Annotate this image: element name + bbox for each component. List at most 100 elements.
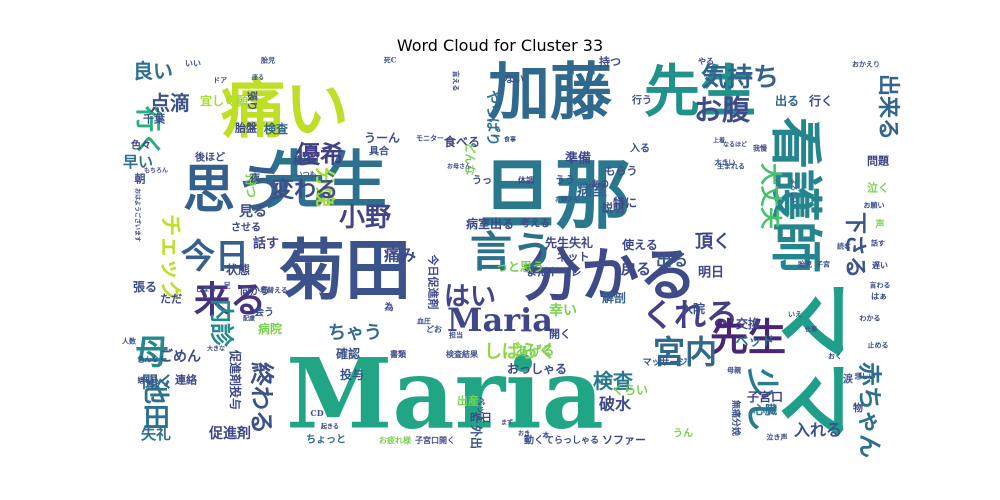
word: 説明 bbox=[602, 201, 624, 215]
word: もらう bbox=[605, 165, 638, 178]
word: まだ bbox=[526, 266, 548, 279]
word: 人数 bbox=[122, 337, 137, 346]
word: しまう bbox=[196, 285, 217, 294]
word: 入院 bbox=[681, 301, 705, 316]
word: 持つ bbox=[599, 55, 621, 69]
word: 宜しく願う bbox=[200, 93, 260, 108]
word: 病室出る bbox=[466, 216, 514, 231]
word: 食べる bbox=[443, 134, 480, 149]
word: 分娩 bbox=[313, 167, 337, 207]
word: 入る bbox=[630, 143, 650, 155]
word: ネット bbox=[557, 251, 590, 264]
word: 明日 bbox=[698, 266, 724, 281]
word: 配慮 bbox=[243, 315, 255, 323]
word: 色んな bbox=[138, 355, 159, 364]
word: お母さん bbox=[447, 163, 471, 171]
word: 動く bbox=[524, 434, 544, 447]
word: 声 bbox=[874, 218, 884, 230]
word: 思う bbox=[183, 160, 287, 221]
word: ごめん bbox=[159, 348, 201, 365]
word: 言わる bbox=[870, 281, 891, 290]
word: 持つ bbox=[244, 174, 259, 198]
word: うーん bbox=[364, 131, 400, 145]
word: どお bbox=[426, 324, 442, 334]
word: ソファー bbox=[602, 434, 646, 447]
word: 止める bbox=[868, 341, 889, 350]
word: 起きる bbox=[320, 423, 339, 431]
word: 心臓 bbox=[753, 402, 777, 417]
word: 旦那 bbox=[479, 151, 631, 240]
word: 子宮 bbox=[816, 260, 830, 269]
word: 先生 bbox=[263, 144, 387, 217]
word: 仕事 bbox=[804, 326, 817, 334]
word: 無痛分娩 bbox=[730, 400, 742, 436]
word: 具合 bbox=[368, 145, 390, 158]
word: 為 bbox=[383, 301, 393, 313]
word: 大きい bbox=[715, 158, 736, 167]
word: 張り bbox=[246, 91, 258, 111]
word: 優希 bbox=[295, 140, 344, 169]
word: 連絡 bbox=[175, 373, 198, 387]
word: 死C bbox=[383, 56, 397, 65]
word: 座る bbox=[251, 74, 264, 82]
word: 終わる bbox=[248, 362, 277, 434]
word: 加藤 bbox=[488, 56, 612, 129]
word: おき bbox=[518, 430, 530, 438]
word: 色々 bbox=[131, 139, 151, 152]
word: 状態 bbox=[226, 262, 250, 277]
word: させる bbox=[231, 222, 261, 234]
word: 先生 bbox=[644, 59, 756, 125]
word: 痛い bbox=[221, 73, 349, 148]
word: 子宮口 bbox=[747, 389, 783, 404]
word: 入れる bbox=[794, 421, 842, 440]
word: 投与 bbox=[340, 367, 364, 382]
word: 涙 bbox=[843, 373, 853, 386]
word: 痛み bbox=[383, 246, 416, 265]
word: マッサージ bbox=[643, 357, 688, 368]
word: 池田 bbox=[140, 378, 170, 430]
word: 子宮口開く bbox=[415, 435, 455, 445]
word: うっ bbox=[472, 175, 492, 187]
word: 開く bbox=[549, 328, 571, 341]
word: はい bbox=[444, 282, 496, 312]
word: 来る bbox=[194, 279, 266, 321]
word: 戻る bbox=[620, 260, 651, 278]
word: 見る bbox=[238, 204, 267, 220]
word: 出る bbox=[775, 93, 799, 108]
word: ちょっと bbox=[306, 434, 346, 446]
word: ベッド bbox=[735, 335, 774, 350]
word: ない bbox=[504, 74, 524, 86]
word: ドア bbox=[213, 76, 227, 85]
word: 話す bbox=[253, 236, 279, 252]
word: お姉さん bbox=[555, 196, 579, 204]
word: 破水 bbox=[599, 395, 632, 414]
word: 宮内 bbox=[653, 333, 717, 371]
word: 病院 bbox=[258, 321, 282, 336]
word: お願い bbox=[864, 201, 885, 210]
word: 気持ち bbox=[701, 62, 779, 93]
word: よろしい bbox=[790, 179, 797, 203]
word: 聞く bbox=[142, 373, 174, 392]
word: 行く bbox=[132, 105, 163, 158]
word: 検査 bbox=[264, 121, 289, 136]
word: 下さる bbox=[842, 212, 868, 278]
word: くらい bbox=[612, 383, 648, 397]
word: まず bbox=[501, 419, 513, 427]
word: 後ほど bbox=[195, 151, 225, 164]
word: もちろん bbox=[144, 167, 168, 175]
word: 小野 bbox=[339, 203, 391, 233]
word: 病室 bbox=[577, 181, 607, 199]
word: 着替える bbox=[259, 286, 288, 295]
word: 大きな bbox=[207, 345, 225, 353]
word: どんな bbox=[464, 143, 477, 176]
word: Maria bbox=[447, 301, 553, 339]
word: 菊田 bbox=[279, 231, 411, 309]
word: 言う bbox=[470, 228, 554, 277]
word: 考える bbox=[520, 217, 550, 230]
word: 行う bbox=[631, 94, 652, 107]
word: 準備 bbox=[565, 151, 591, 167]
word: ママ bbox=[768, 280, 862, 440]
word: 横 bbox=[293, 155, 304, 168]
word: 少し bbox=[743, 368, 781, 432]
word: 胎児 bbox=[798, 260, 812, 269]
